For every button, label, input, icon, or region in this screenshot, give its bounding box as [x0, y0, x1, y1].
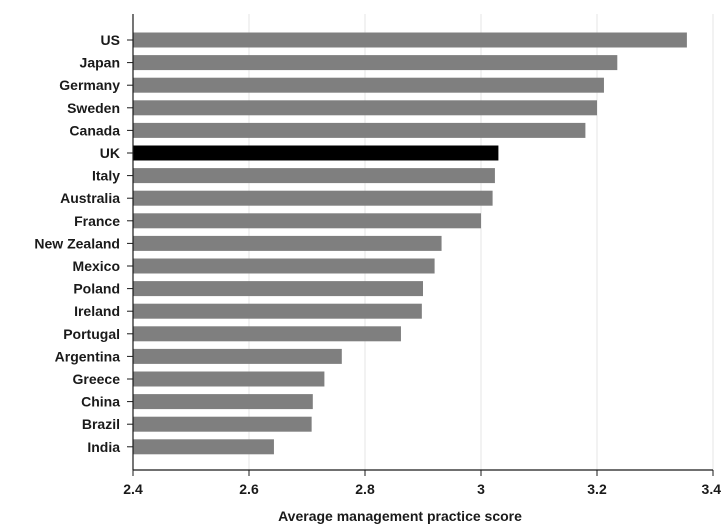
x-tick-label: 2.6: [239, 481, 259, 497]
axis-layer: [127, 14, 714, 476]
label-layer: US Japan Germany Sweden Canada UK Italy Austral…: [34, 32, 721, 497]
bar-sweden: [133, 100, 597, 116]
category-label: India: [87, 439, 120, 455]
x-tick-label: 2.4: [123, 481, 143, 497]
bar-canada: [133, 122, 586, 138]
bar-portugal: [133, 326, 401, 342]
category-label: US: [101, 32, 120, 48]
bar-italy: [133, 168, 495, 184]
category-label: Brazil: [82, 416, 120, 432]
bar-uk: [133, 145, 499, 161]
x-tick-label: 3.2: [587, 481, 607, 497]
bar-greece: [133, 371, 325, 387]
category-label: Greece: [73, 371, 121, 387]
bar-india: [133, 439, 274, 455]
category-label: France: [74, 213, 120, 229]
bar-brazil: [133, 416, 312, 432]
bar-layer: [133, 32, 687, 455]
category-label: Japan: [80, 55, 120, 71]
category-label: New Zealand: [34, 235, 120, 251]
bar-ireland: [133, 303, 422, 319]
bar-mexico: [133, 258, 435, 274]
x-tick-label: 3.4: [702, 481, 722, 497]
category-label: Australia: [60, 190, 120, 206]
category-label: Ireland: [74, 303, 120, 319]
bar-japan: [133, 55, 618, 71]
category-label: Germany: [59, 77, 120, 93]
category-label: Portugal: [63, 326, 120, 342]
category-label: Poland: [73, 281, 120, 297]
x-tick-label: 2.8: [355, 481, 375, 497]
category-label: China: [81, 394, 120, 410]
bar-argentina: [133, 348, 342, 364]
category-label: UK: [100, 145, 120, 161]
category-label: Mexico: [73, 258, 120, 274]
category-label: Argentina: [55, 348, 121, 364]
bar-us: [133, 32, 687, 48]
category-label: Italy: [92, 168, 120, 184]
bar-poland: [133, 281, 423, 297]
category-label: Sweden: [67, 100, 120, 116]
bar-france: [133, 213, 481, 229]
x-axis-title: Average management practice score: [278, 508, 522, 524]
bar-australia: [133, 190, 493, 206]
bar-china: [133, 394, 313, 410]
category-label: Canada: [69, 122, 120, 138]
bar-germany: [133, 77, 604, 93]
bar-new-zealand: [133, 235, 442, 251]
x-tick-label: 3: [477, 481, 485, 497]
